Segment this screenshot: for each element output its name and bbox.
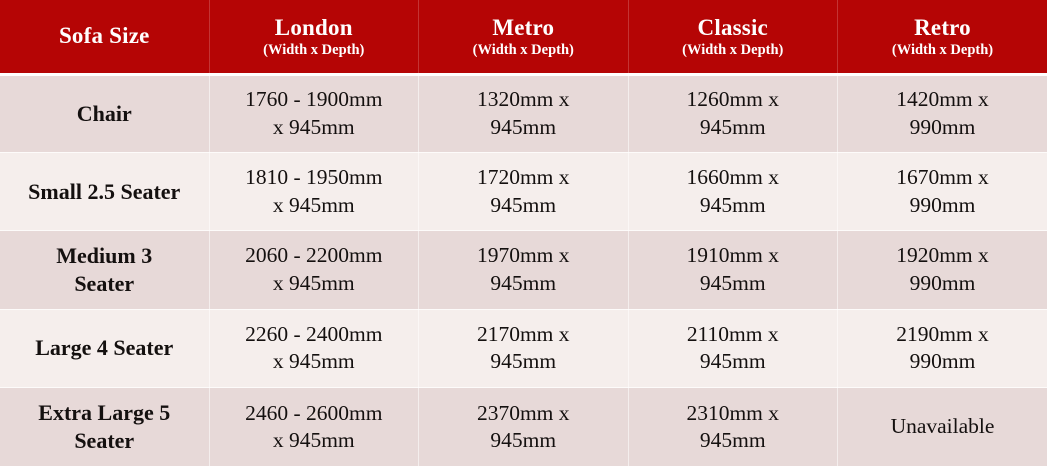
row-label-small-2-5-seater: Small 2.5 Seater [0,152,210,232]
row-label-line: Seater [74,270,135,296]
cell-line: 1910mm x [686,243,780,268]
cell-line: 2190mm x [896,321,989,346]
table-row: Chair 1760 - 1900mm x 945mm 1320mm x 945… [0,74,1047,153]
cell-line: 1670mm x [896,165,989,190]
column-header-title: Metro [492,14,555,40]
cell-line: x 945mm [272,428,355,453]
column-header-subtitle: (Width x Depth) [263,41,365,58]
cell-line: x 945mm [272,192,355,217]
cell-line: 2260 - 2400mm [245,321,383,346]
row-label-large-4-seater: Large 4 Seater [0,309,210,389]
cell-chair-classic: 1260mm x 945mm [628,74,838,153]
row-label-medium-3-seater: Medium 3 Seater [0,230,210,310]
cell-line: 2370mm x [476,400,570,425]
cell-line: 945mm [699,349,766,374]
column-header-title: Retro [914,14,971,40]
cell-chair-london: 1760 - 1900mm x 945mm [209,74,419,153]
cell-small-2-5-seater-metro: 1720mm x 945mm [418,152,629,232]
cell-line: x 945mm [272,270,355,295]
cell-small-2-5-seater-london: 1810 - 1950mm x 945mm [209,152,419,232]
cell-medium-3-seater-classic: 1910mm x 945mm [628,230,838,310]
column-header-subtitle: (Width x Depth) [682,41,784,58]
cell-small-2-5-seater-retro: 1670mm x 990mm [837,152,1047,232]
column-header-subtitle: (Width x Depth) [472,41,574,58]
cell-line: 945mm [490,270,557,295]
cell-line: Unavailable [890,414,995,439]
cell-small-2-5-seater-classic: 1660mm x 945mm [628,152,838,232]
cell-medium-3-seater-london: 2060 - 2200mm x 945mm [209,230,419,310]
cell-extra-large-5-seater-classic: 2310mm x 945mm [628,387,838,466]
cell-line: 2110mm x [686,321,779,346]
table-row: Small 2.5 Seater 1810 - 1950mm x 945mm 1… [0,152,1047,232]
cell-line: 945mm [490,428,557,453]
row-label-chair: Chair [0,74,210,153]
cell-line: 990mm [909,349,976,374]
row-label-line: Extra Large 5 [38,399,171,425]
cell-line: 2170mm x [476,321,570,346]
cell-extra-large-5-seater-london: 2460 - 2600mm x 945mm [209,387,419,466]
column-header-title: Sofa Size [58,23,150,49]
cell-medium-3-seater-retro: 1920mm x 990mm [837,230,1047,310]
cell-line: 945mm [490,349,557,374]
cell-line: 1970mm x [476,243,570,268]
cell-line: 990mm [909,192,976,217]
cell-line: x 945mm [272,349,355,374]
row-label-line: Chair [76,100,132,126]
cell-line: 945mm [699,114,766,139]
row-label-line: Seater [74,428,135,454]
column-header-title: Classic [697,14,768,40]
cell-medium-3-seater-metro: 1970mm x 945mm [418,230,629,310]
table-row: Large 4 Seater 2260 - 2400mm x 945mm 217… [0,309,1047,389]
cell-line: 1720mm x [476,165,570,190]
cell-line: 1920mm x [896,243,989,268]
cell-line: 2060 - 2200mm [245,243,383,268]
cell-line: x 945mm [272,114,355,139]
cell-line: 990mm [909,270,976,295]
cell-large-4-seater-metro: 2170mm x 945mm [418,309,629,389]
cell-large-4-seater-london: 2260 - 2400mm x 945mm [209,309,419,389]
cell-line: 1810 - 1950mm [245,165,383,190]
row-label-line: Medium 3 [56,242,153,268]
header-row: Sofa Size London (Width x Depth) Metro (… [0,0,1047,76]
cell-line: 1660mm x [686,165,780,190]
cell-line: 990mm [909,114,976,139]
cell-line: 2460 - 2600mm [245,400,383,425]
row-label-extra-large-5-seater: Extra Large 5 Seater [0,387,210,466]
cell-large-4-seater-classic: 2110mm x 945mm [628,309,838,389]
cell-line: 945mm [490,114,557,139]
cell-extra-large-5-seater-metro: 2370mm x 945mm [418,387,629,466]
cell-line: 1320mm x [476,87,570,112]
column-header-subtitle: (Width x Depth) [891,41,994,58]
cell-extra-large-5-seater-retro: Unavailable [837,387,1047,466]
cell-line: 2310mm x [686,400,780,425]
column-header-london: London (Width x Depth) [209,0,419,76]
cell-line: 945mm [699,428,766,453]
row-label-line: Large 4 Seater [35,335,174,361]
column-header-retro: Retro (Width x Depth) [837,0,1047,76]
cell-chair-retro: 1420mm x 990mm [837,74,1047,153]
column-header-metro: Metro (Width x Depth) [418,0,629,76]
row-label-line: Small 2.5 Seater [28,178,181,204]
cell-line: 945mm [699,270,766,295]
table-body: Chair 1760 - 1900mm x 945mm 1320mm x 945… [0,74,1047,466]
cell-chair-metro: 1320mm x 945mm [418,74,629,153]
cell-line: 1420mm x [896,87,989,112]
column-header-classic: Classic (Width x Depth) [628,0,838,76]
column-header-title: London [274,14,353,40]
column-header-sofa-size: Sofa Size [0,0,210,76]
table-row: Extra Large 5 Seater 2460 - 2600mm x 945… [0,387,1047,466]
cell-large-4-seater-retro: 2190mm x 990mm [837,309,1047,389]
table-row: Medium 3 Seater 2060 - 2200mm x 945mm 19… [0,230,1047,310]
cell-line: 1260mm x [686,87,780,112]
cell-line: 945mm [699,192,766,217]
table-header: Sofa Size London (Width x Depth) Metro (… [0,0,1047,76]
cell-line: 945mm [490,192,557,217]
cell-line: 1760 - 1900mm [245,87,383,112]
